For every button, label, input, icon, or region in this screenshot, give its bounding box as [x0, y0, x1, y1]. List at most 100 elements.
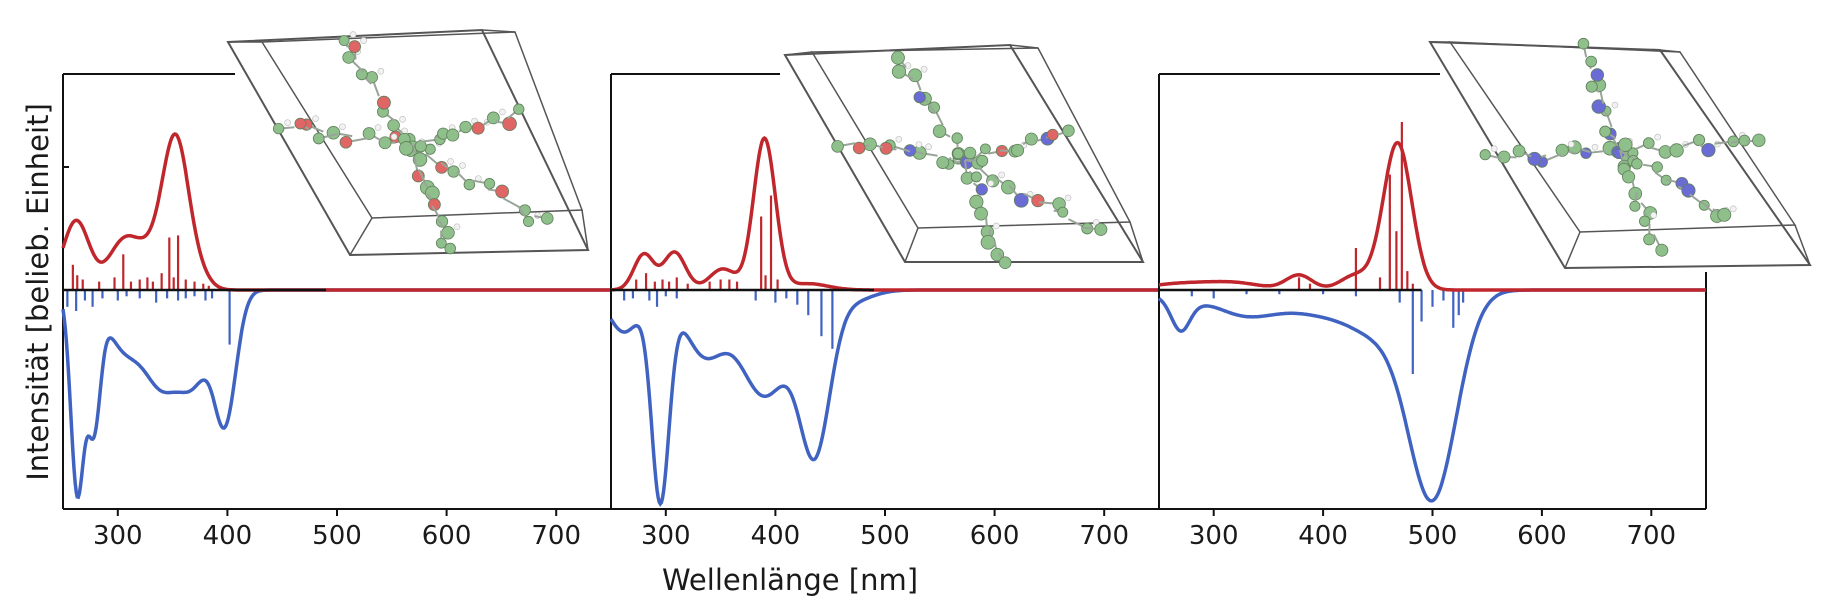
atom	[1024, 132, 1038, 146]
hydrogen-atom	[339, 123, 346, 131]
atom	[1618, 137, 1633, 152]
hydrogen-atom	[998, 171, 1006, 179]
atom	[513, 103, 525, 115]
hydrogen-atom	[453, 223, 461, 231]
hydrogen-atom	[374, 124, 382, 131]
atom	[339, 135, 353, 149]
atom	[969, 194, 984, 209]
hydrogen-atom	[499, 108, 506, 116]
unit-cell-edge	[1129, 221, 1144, 263]
x-tick-label: 500	[312, 521, 362, 551]
atom	[1752, 133, 1766, 147]
atom	[1013, 192, 1029, 208]
atom	[1046, 128, 1059, 141]
atom	[952, 147, 964, 160]
x-tick-label: 400	[751, 521, 801, 551]
atom	[483, 178, 496, 190]
atom	[378, 136, 392, 150]
hydrogen-atom	[1611, 101, 1619, 109]
atom	[1669, 143, 1684, 158]
atom	[342, 51, 355, 64]
atom	[979, 143, 991, 155]
unit-cell-edge	[581, 209, 589, 251]
atom	[863, 137, 877, 152]
x-tick-label: 400	[203, 521, 253, 551]
atom	[1011, 143, 1025, 157]
atom	[1590, 68, 1605, 82]
atom	[1585, 55, 1597, 68]
hydrogen-atom	[360, 37, 367, 44]
unit-cell-edge	[349, 217, 373, 256]
atom	[540, 212, 554, 225]
atom	[1655, 243, 1669, 257]
atom	[970, 171, 982, 183]
atom	[272, 122, 285, 135]
atom	[355, 68, 368, 81]
x-tick-label: 700	[1079, 521, 1129, 551]
atom	[459, 120, 472, 134]
atom	[463, 178, 476, 191]
atom	[312, 132, 325, 145]
atom	[980, 234, 996, 250]
atom	[338, 35, 350, 46]
atom	[831, 140, 844, 153]
atom	[1622, 170, 1636, 184]
atom	[1643, 233, 1656, 246]
spectrum-panel-2: 300 400 500 600 700	[609, 73, 1159, 551]
atom	[891, 64, 907, 79]
hydrogen-atom	[390, 133, 398, 141]
atom	[495, 184, 510, 199]
hydrogen-atom	[312, 115, 319, 122]
x-axis-label: Wellenlänge [nm]	[662, 563, 918, 597]
atom	[1031, 194, 1045, 208]
atom	[1629, 200, 1641, 212]
x-tick-label: 400	[1298, 521, 1348, 551]
atom	[362, 127, 376, 140]
atom	[998, 256, 1012, 269]
atom	[294, 117, 307, 130]
unit-cell-edge	[1009, 44, 1039, 49]
atom	[1717, 207, 1732, 222]
atom	[1512, 144, 1526, 158]
x-tick-label: 500	[860, 521, 910, 551]
atom	[1094, 222, 1108, 236]
atom	[976, 154, 989, 167]
hydrogen-atom	[1729, 205, 1737, 213]
unit-cell-edge	[481, 29, 516, 33]
hydrogen-atom	[1567, 140, 1575, 148]
atom	[1001, 179, 1016, 195]
emission-curve	[609, 288, 1159, 507]
atom	[852, 141, 866, 155]
atom	[348, 40, 361, 53]
hydrogen-atom	[377, 67, 385, 75]
atom	[1631, 158, 1643, 170]
atom	[1577, 37, 1590, 50]
hydrogen-atom	[284, 119, 291, 126]
atom	[891, 50, 905, 65]
molecule-inset-3	[1428, 37, 1812, 270]
x-tick-label: 500	[1408, 521, 1458, 551]
hydrogen-atom	[447, 158, 454, 165]
spectrum-panel-3: 300 400 500 600 700	[1157, 73, 1707, 551]
molecule-inset-2	[783, 43, 1145, 269]
x-tick-label: 600	[422, 521, 472, 551]
atom	[1585, 80, 1598, 93]
hydrogen-atom	[349, 31, 357, 38]
atom	[963, 146, 977, 160]
atom	[522, 215, 535, 227]
hydrogen-atom	[399, 115, 406, 123]
atom	[1639, 215, 1651, 227]
atom	[502, 116, 517, 132]
x-tick-label: 700	[1626, 521, 1676, 551]
atom	[399, 141, 414, 156]
atom	[387, 119, 400, 132]
hydrogen-atom	[1591, 143, 1599, 151]
hydrogen-atom	[895, 135, 903, 143]
atom	[1599, 125, 1612, 138]
unit-cell-edge	[904, 227, 919, 263]
atom	[414, 140, 427, 153]
atom	[908, 68, 922, 83]
atom	[1693, 134, 1706, 147]
hydrogen-atom	[1654, 133, 1662, 141]
atom	[975, 183, 988, 196]
